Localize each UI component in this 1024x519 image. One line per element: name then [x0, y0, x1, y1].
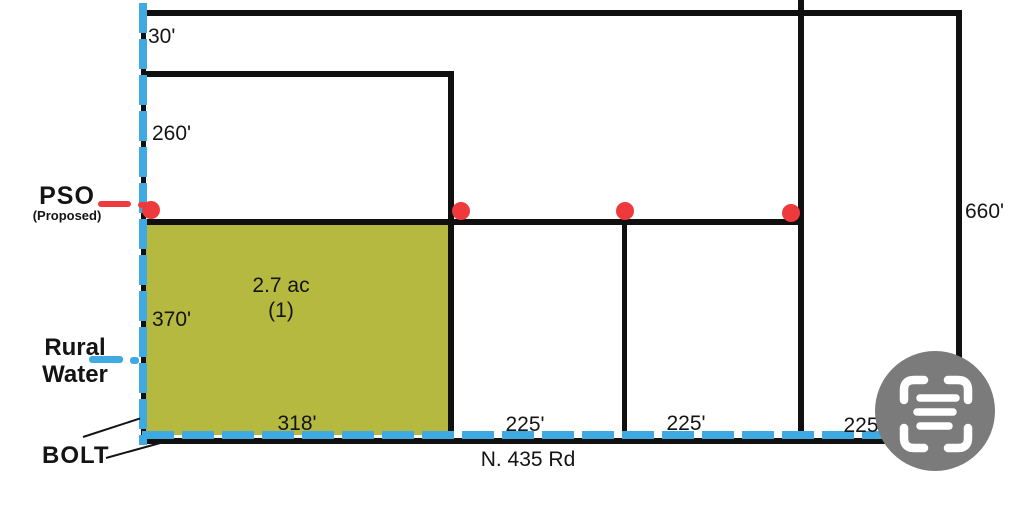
- parcel-number-label: (1): [268, 299, 294, 322]
- scan-corner-top-right: [943, 375, 973, 405]
- dimension-label-225-b: 225': [666, 412, 706, 435]
- pso-marker-dot: [142, 201, 160, 219]
- dimension-label-225-c: 225': [843, 414, 883, 437]
- lot-divider-line-2: [798, 0, 804, 444]
- lot-divider-line-1: [622, 219, 627, 444]
- scan-icon: [899, 375, 973, 453]
- parcel-east-line: [448, 71, 454, 444]
- dimension-label-30: 30': [148, 25, 176, 48]
- rural-water-dash-long: [89, 356, 123, 363]
- scan-watermark: [875, 351, 995, 471]
- east-boundary-line: [956, 10, 962, 444]
- bolt-leader-line-upper: [82, 417, 141, 438]
- dimension-label-225-a: 225': [505, 413, 545, 436]
- rural-water-dash-short: [130, 357, 139, 364]
- bolt-label: BOLT: [42, 442, 110, 469]
- dimension-label-660: 660': [965, 200, 1005, 223]
- north-boundary-line: [142, 10, 962, 16]
- dimension-label-370: 370': [152, 308, 192, 331]
- road-label: N. 435 Rd: [480, 448, 576, 471]
- upper-division-line: [142, 71, 454, 77]
- bolt-leader-line-lower: [105, 441, 164, 459]
- rural-water-label-line1: Rural: [44, 334, 106, 361]
- pso-label: PSO: [39, 182, 95, 210]
- pso-marker-dot: [616, 202, 634, 220]
- dimension-label-260: 260': [152, 122, 192, 145]
- pso-dash-long: [98, 201, 131, 207]
- scan-corner-bottom-right: [943, 423, 973, 453]
- rural-water-label-line2: Water: [42, 361, 108, 388]
- highlighted-parcel: [145, 222, 452, 435]
- pso-division-line: [142, 219, 803, 225]
- pso-marker-dot: [452, 202, 470, 220]
- pso-sub-label: (Proposed): [32, 208, 102, 223]
- water-line-west: [139, 3, 147, 445]
- scan-corner-bottom-left: [899, 423, 929, 453]
- water-line-south: [142, 431, 970, 439]
- south-boundary-line: [142, 438, 962, 444]
- dimension-label-318: 318': [277, 412, 317, 435]
- scan-corner-top-left: [899, 375, 929, 405]
- parcel-area-label: 2.7 ac: [252, 274, 310, 297]
- rural-water-annotation: Rural Water: [28, 334, 122, 388]
- pso-annotation: PSO (Proposed): [22, 182, 112, 224]
- pso-marker-dot: [782, 204, 800, 222]
